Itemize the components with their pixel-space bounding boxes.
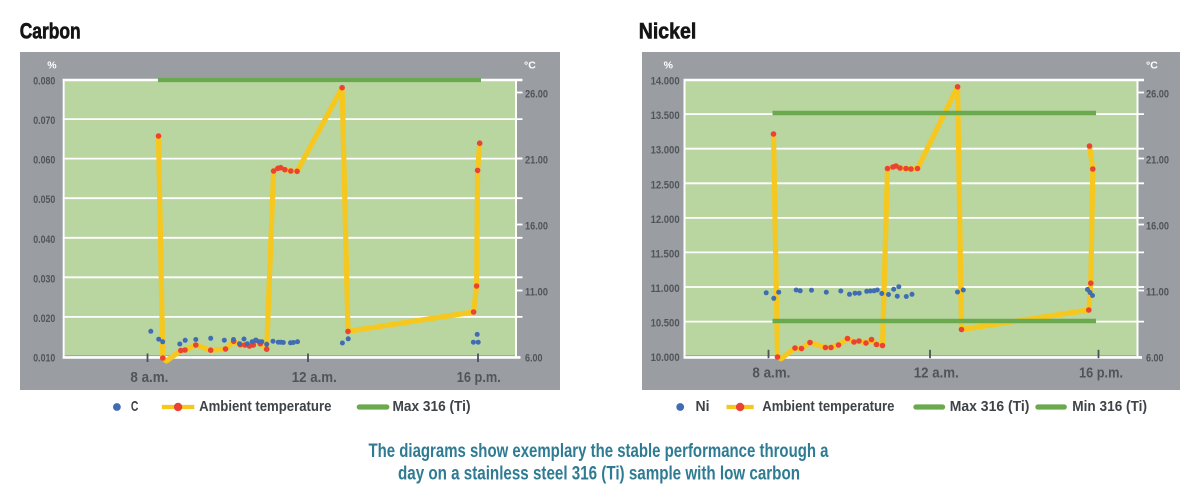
svg-text:21.00: 21.00 [525, 155, 548, 167]
svg-text:13.000: 13.000 [651, 145, 680, 157]
svg-text:%: % [664, 60, 674, 72]
svg-text:0.030: 0.030 [33, 273, 55, 285]
svg-text:16 p.m.: 16 p.m. [457, 369, 501, 386]
svg-text:10.000: 10.000 [651, 352, 680, 364]
svg-text:8 a.m.: 8 a.m. [752, 364, 790, 381]
svg-text:10.500: 10.500 [651, 318, 680, 330]
svg-text:16.00: 16.00 [1146, 221, 1169, 233]
svg-text:Carbon: Carbon [20, 19, 81, 44]
svg-text:12.000: 12.000 [651, 214, 680, 226]
svg-text:11.000: 11.000 [651, 283, 680, 295]
svg-text:0.070: 0.070 [33, 115, 55, 127]
svg-text:0.050: 0.050 [33, 194, 55, 206]
svg-text:The diagrams show exemplary th: The diagrams show exemplary the stable p… [369, 441, 829, 462]
svg-text:6.00: 6.00 [525, 352, 543, 364]
svg-text:26.00: 26.00 [525, 89, 548, 101]
svg-text:8 a.m.: 8 a.m. [130, 369, 168, 386]
svg-text:16 p.m.: 16 p.m. [1079, 364, 1123, 381]
svg-text:Max 316 (Ti): Max 316 (Ti) [950, 398, 1030, 415]
svg-text:0.020: 0.020 [33, 313, 55, 325]
svg-text:Ambient temperature: Ambient temperature [762, 398, 894, 415]
svg-text:11.00: 11.00 [1146, 287, 1169, 299]
svg-text:°C: °C [524, 60, 536, 72]
svg-text:Ambient temperature: Ambient temperature [199, 398, 331, 415]
svg-text:0.060: 0.060 [33, 155, 55, 167]
svg-text:14.000: 14.000 [651, 76, 680, 88]
svg-text:°C: °C [1146, 60, 1158, 72]
svg-text:%: % [47, 60, 57, 72]
svg-text:0.010: 0.010 [33, 352, 55, 364]
svg-text:13.500: 13.500 [651, 110, 680, 122]
svg-text:Nickel: Nickel [639, 19, 697, 44]
svg-text:Min 316 (Ti): Min 316 (Ti) [1072, 398, 1147, 415]
svg-text:0.080: 0.080 [33, 76, 55, 88]
svg-text:12 a.m.: 12 a.m. [292, 369, 337, 386]
svg-text:C: C [131, 398, 139, 415]
svg-text:6.00: 6.00 [1146, 352, 1164, 364]
svg-text:12 a.m.: 12 a.m. [914, 364, 959, 381]
svg-text:16.00: 16.00 [525, 221, 548, 233]
svg-text:0.040: 0.040 [33, 234, 55, 246]
svg-text:Max 316 (Ti): Max 316 (Ti) [393, 398, 471, 415]
svg-text:day on a stainless steel 316 (: day on a stainless steel 316 (Ti) sample… [398, 464, 800, 485]
svg-text:12.500: 12.500 [651, 179, 680, 191]
svg-text:11.500: 11.500 [651, 248, 680, 260]
svg-text:11.00: 11.00 [525, 287, 548, 299]
svg-text:21.00: 21.00 [1146, 155, 1169, 167]
svg-text:Ni: Ni [696, 398, 710, 415]
svg-text:26.00: 26.00 [1146, 89, 1169, 101]
